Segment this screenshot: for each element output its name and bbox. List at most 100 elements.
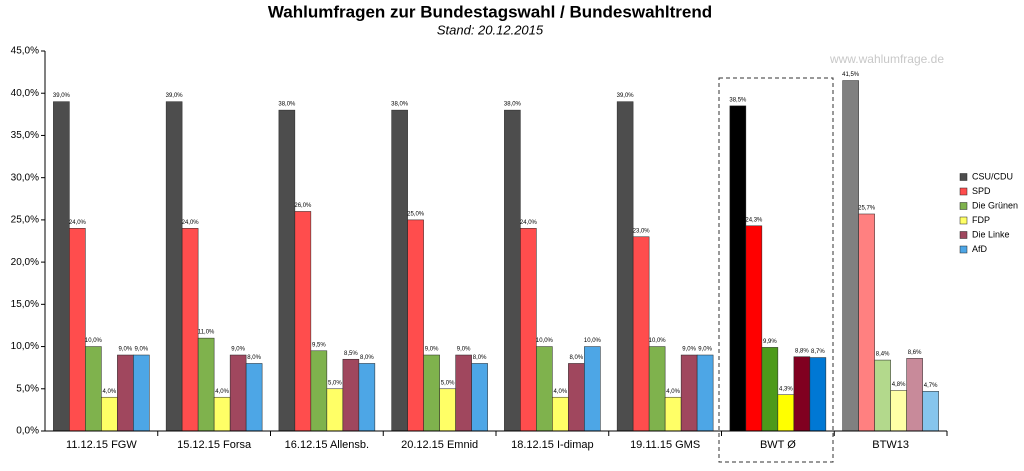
bar: [729, 105, 747, 432]
bar: [568, 363, 585, 432]
bar: [439, 388, 456, 432]
value-label: 24,0%: [69, 220, 87, 226]
value-label: 25,0%: [407, 211, 425, 217]
value-label: 8,7%: [811, 349, 825, 355]
value-label: 5,0%: [328, 380, 342, 386]
legend-swatch: [959, 216, 968, 225]
legend-label: SPD: [972, 186, 991, 196]
y-tick-label: 40,0%: [11, 88, 39, 99]
bar: [245, 363, 263, 432]
legend-label: CSU/CDU: [972, 171, 1013, 181]
value-label: 24,0%: [182, 220, 200, 226]
value-label: 5,0%: [441, 380, 455, 386]
value-label: 9,5%: [312, 342, 326, 348]
chart-subtitle: Stand: 20.12.2015: [437, 22, 544, 37]
value-label: 4,0%: [554, 389, 568, 395]
legend-swatch: [959, 173, 968, 181]
value-label: 24,0%: [520, 220, 538, 226]
bar: [906, 358, 923, 432]
bar: [229, 354, 247, 432]
bar: [197, 337, 215, 432]
highlight-box: [718, 77, 834, 463]
bar: [294, 211, 312, 432]
y-tick-label: 5,0%: [16, 383, 39, 394]
x-tick-label: 18.12.15 I-dimap: [511, 439, 594, 451]
value-label: 9,0%: [682, 347, 696, 353]
bar: [165, 101, 183, 432]
y-tick-label: 25,0%: [11, 215, 39, 226]
value-label: 9,0%: [119, 347, 133, 353]
bar: [423, 354, 440, 432]
x-tick-label: 15.12.15 Forsa: [177, 439, 252, 451]
value-label: 8,8%: [795, 348, 809, 354]
bar: [407, 219, 424, 432]
value-label: 38,5%: [729, 97, 747, 103]
bar: [85, 346, 102, 432]
y-tick-label: 20,0%: [11, 257, 39, 268]
bar: [213, 396, 231, 432]
bar: [326, 388, 344, 432]
bar: [680, 354, 698, 432]
bar: [471, 363, 488, 432]
bar: [504, 109, 521, 432]
bar: [69, 228, 86, 432]
value-label: 4,0%: [103, 389, 117, 395]
value-label: 8,4%: [876, 352, 890, 358]
x-tick-label: 16.12.15 Allensb.: [285, 439, 369, 451]
value-label: 23,0%: [633, 228, 651, 234]
value-label: 4,7%: [924, 383, 938, 389]
bar: [391, 109, 408, 432]
y-tick-label: 35,0%: [11, 130, 39, 141]
value-label: 9,0%: [425, 347, 439, 353]
bar: [874, 359, 891, 432]
value-label: 26,0%: [294, 203, 312, 209]
bar: [648, 346, 666, 432]
value-label: 8,5%: [344, 351, 358, 357]
value-label: 4,8%: [892, 382, 906, 388]
value-label: 8,0%: [570, 355, 584, 361]
value-label: 38,0%: [504, 102, 522, 108]
bar: [101, 396, 118, 432]
y-tick-label: 15,0%: [11, 299, 39, 310]
bar: [117, 354, 134, 432]
value-label: 9,0%: [698, 347, 712, 353]
bar: [632, 236, 650, 432]
bar: [922, 391, 939, 432]
value-label: 9,9%: [763, 339, 777, 345]
value-label: 4,0%: [666, 389, 680, 395]
value-label: 9,0%: [457, 347, 471, 353]
legend-label: AfD: [972, 244, 988, 254]
value-label: 10,0%: [649, 338, 667, 344]
value-label: 8,0%: [247, 355, 261, 361]
legend-label: FDP: [972, 215, 990, 225]
y-tick-label: 30,0%: [11, 172, 39, 183]
legend-swatch: [959, 245, 968, 254]
bar: [552, 396, 569, 432]
bar: [777, 394, 795, 432]
watermark: www.wahlumfrage.de: [829, 52, 944, 66]
legend-label: Die Grünen: [972, 200, 1018, 210]
x-tick-label: 11.12.15 FGW: [66, 439, 137, 451]
bar: [358, 363, 376, 432]
bar: [696, 354, 714, 432]
legend-label: Die Linke: [972, 229, 1010, 239]
bar: [536, 346, 553, 432]
value-label: 39,0%: [166, 93, 184, 99]
bar: [890, 390, 907, 432]
x-tick-label: 20.12.15 Emnid: [401, 439, 478, 451]
value-label: 8,0%: [473, 355, 487, 361]
bar: [858, 213, 875, 432]
bar: [520, 228, 537, 432]
value-label: 38,0%: [278, 102, 296, 108]
bar: [342, 358, 360, 432]
bar: [616, 101, 634, 432]
x-tick-label: 19.11.15 GMS: [630, 439, 700, 451]
bar: [133, 354, 150, 432]
bar: [278, 109, 296, 432]
y-tick-label: 0,0%: [16, 426, 39, 437]
legend-swatch: [959, 187, 968, 196]
bar: [745, 225, 763, 432]
chart-title: Wahlumfragen zur Bundestagswahl / Bundes…: [268, 2, 712, 21]
value-label: 25,7%: [858, 206, 876, 212]
